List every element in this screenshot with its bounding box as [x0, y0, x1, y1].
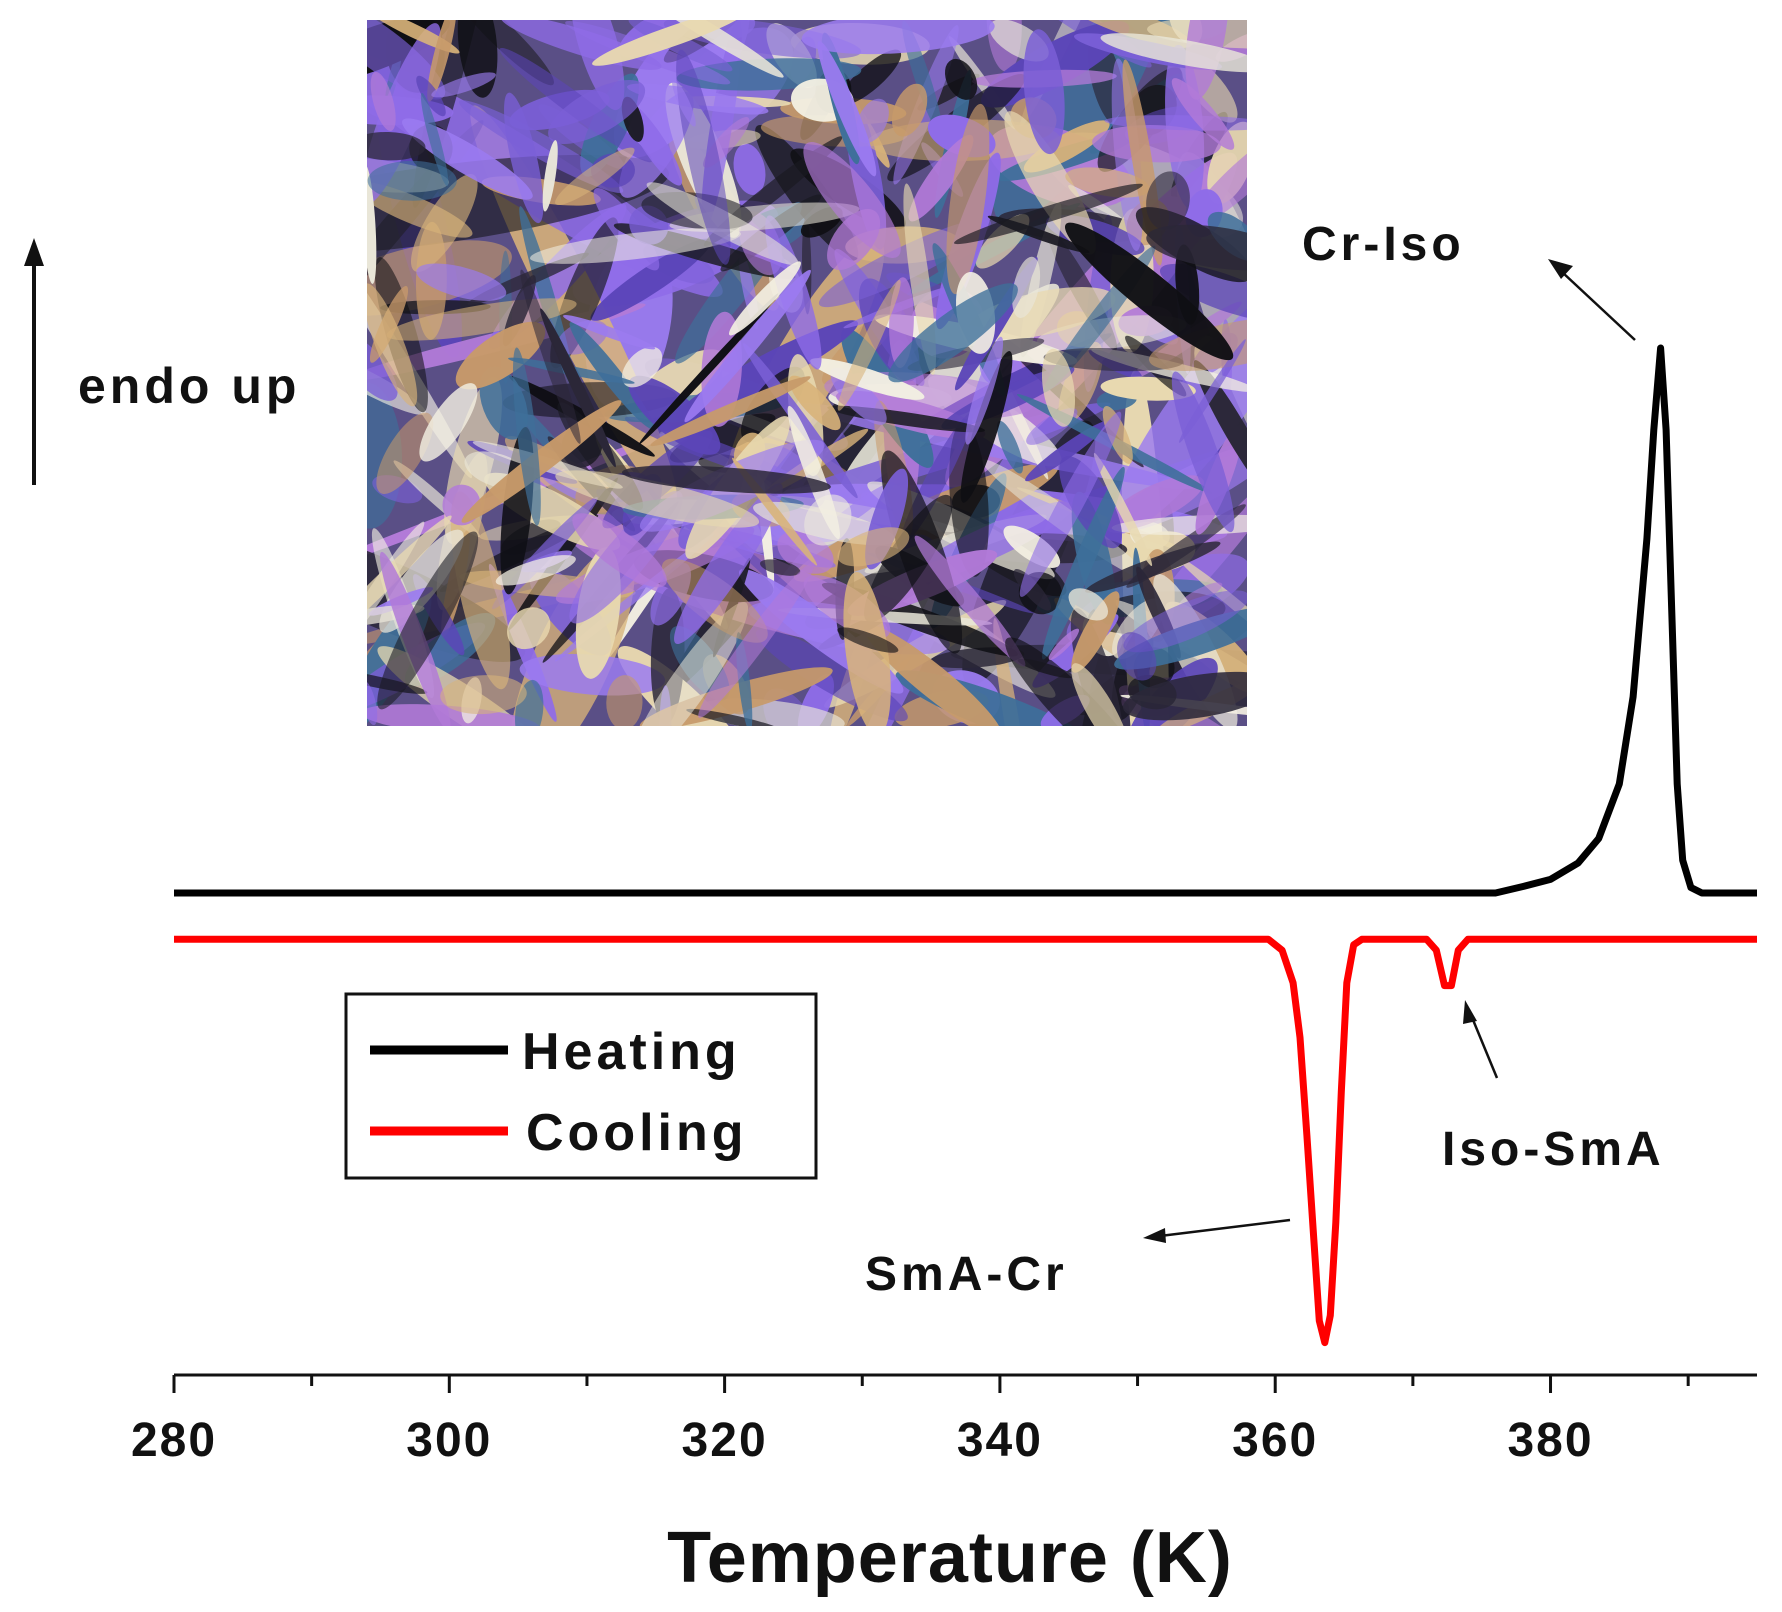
annotation-sma-cr-arrowhead-icon [1143, 1228, 1166, 1243]
x-tick-label-280: 280 [131, 1414, 217, 1467]
series-line-heating [174, 344, 1757, 897]
x-tick-label-340: 340 [957, 1414, 1043, 1467]
x-tick-label-320: 320 [682, 1414, 768, 1467]
annotation-iso-sma-arrowhead-icon [1463, 1000, 1477, 1024]
series-line-cooling [174, 935, 1757, 1347]
endo-up-label: endo up [78, 358, 300, 414]
endo-up-indicator: endo up [24, 238, 300, 485]
annotation-iso-sma-label: Iso-SmA [1442, 1123, 1665, 1176]
x-tick-label-300: 300 [406, 1414, 492, 1467]
annotation-iso-sma: Iso-SmA [1442, 1000, 1665, 1176]
x-axis: 280 300 320 340 360 380 Temperature (K) [131, 1373, 1757, 1598]
legend: Heating Cooling [344, 992, 818, 1180]
annotation-sma-cr: SmA-Cr [865, 1218, 1291, 1301]
annotation-cr-iso-label: Cr-Iso [1302, 218, 1465, 271]
annotation-sma-cr-label: SmA-Cr [865, 1248, 1068, 1301]
x-tick-label-360: 360 [1232, 1414, 1318, 1467]
series-layer [174, 344, 1757, 1347]
polarized-micrograph-inset [367, 20, 1247, 726]
endo-up-arrowhead-icon [24, 238, 44, 266]
legend-label-cooling: Cooling [526, 1104, 748, 1162]
legend-label-heating: Heating [522, 1023, 741, 1081]
x-tick-label-380: 380 [1507, 1414, 1593, 1467]
annotation-cr-iso: Cr-Iso [1302, 218, 1636, 341]
annotation-cr-iso-arrowhead-icon [1548, 259, 1573, 279]
legend-box [344, 992, 818, 1180]
x-axis-title: Temperature (K) [667, 1518, 1233, 1598]
